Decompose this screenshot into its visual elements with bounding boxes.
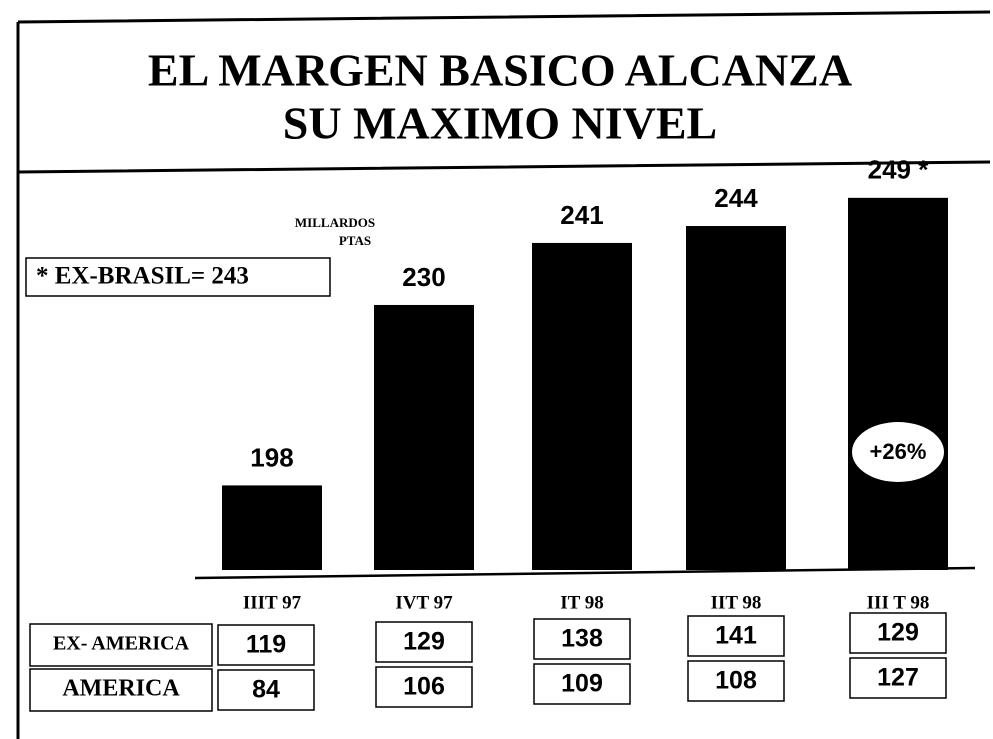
x-tick-label: III T 98 — [867, 592, 930, 613]
x-tick-label: IVT 97 — [395, 592, 453, 613]
bar — [848, 197, 948, 571]
unit-label: MILLARDOS — [295, 215, 375, 230]
x-tick-label: IT 98 — [560, 592, 603, 613]
value-label: 230 — [402, 262, 445, 292]
table-cell — [687, 660, 785, 702]
table-value: 108 — [715, 667, 757, 695]
table-cell — [375, 666, 473, 708]
title-line-2: SU MAXIMO NIVEL — [283, 98, 717, 149]
table-value: 84 — [252, 676, 280, 704]
table-cell — [849, 657, 947, 699]
table-value: 129 — [403, 628, 445, 656]
baseline — [194, 566, 976, 580]
row-label-box — [29, 668, 213, 712]
change-label: +26% — [870, 439, 927, 464]
table-cell — [533, 618, 631, 660]
row-label-box — [29, 623, 213, 667]
table-value: 109 — [561, 670, 603, 698]
table-cell — [687, 615, 785, 657]
table-cell — [375, 621, 473, 663]
frame — [16, 10, 991, 739]
table-cell — [849, 612, 947, 654]
row-label: EX- AMERICA — [53, 633, 190, 655]
table-cell — [217, 669, 315, 711]
title-line-1: EL MARGEN BASICO ALCANZA — [148, 45, 852, 96]
table-cell — [217, 624, 315, 666]
note-box — [25, 257, 331, 297]
x-tick-label: IIIT 97 — [243, 592, 302, 613]
value-label: 198 — [250, 442, 293, 472]
table-value: 129 — [877, 619, 919, 647]
bar — [686, 226, 786, 570]
value-label: 241 — [560, 200, 603, 230]
table-value: 106 — [403, 673, 445, 701]
change-badge — [852, 422, 944, 482]
table-value: 141 — [715, 622, 757, 650]
table-value: 138 — [561, 625, 603, 653]
row-label: AMERICA — [62, 676, 180, 702]
bar — [374, 304, 474, 570]
x-tick-label: IIT 98 — [711, 592, 762, 613]
plot: 198 IIIT 97 230 IVT 97 241 IT 98 244 IIT 98 249 … — [29, 155, 948, 712]
value-label: 249 * — [868, 155, 930, 185]
note: * EX-BRASIL= 243 — [36, 263, 249, 290]
unit-label: PTAS — [339, 233, 371, 248]
table-cell — [533, 663, 631, 705]
table-value: 119 — [246, 631, 286, 659]
bar — [222, 485, 322, 570]
value-label: 244 — [714, 183, 758, 213]
table-value: 127 — [877, 664, 919, 692]
bar — [532, 242, 632, 570]
